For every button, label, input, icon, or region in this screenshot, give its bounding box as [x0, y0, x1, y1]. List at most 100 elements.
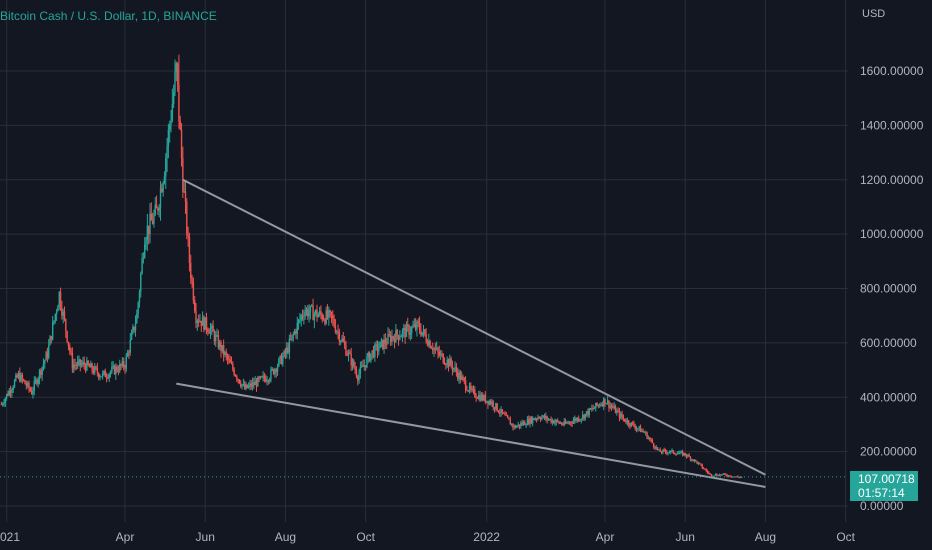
candle-body — [414, 324, 417, 330]
candle-body — [591, 408, 593, 410]
candle-body — [460, 376, 463, 380]
candle-body — [720, 474, 722, 476]
candle-body — [734, 476, 736, 478]
candle-body — [280, 355, 283, 365]
candle-body — [55, 311, 58, 315]
candle-body — [529, 417, 531, 425]
candle-body — [721, 474, 723, 476]
candle-body — [539, 418, 542, 420]
trendline-lower[interactable] — [176, 382, 766, 488]
candle-body — [362, 365, 364, 367]
candle-body — [459, 372, 462, 380]
candle-body — [159, 188, 162, 208]
candle-body — [443, 362, 446, 365]
candle-body — [652, 443, 655, 447]
candle-body — [693, 459, 696, 461]
candle-body — [395, 330, 397, 343]
candle-body — [155, 204, 158, 209]
candle-body — [141, 258, 143, 274]
candle-body — [350, 353, 352, 366]
candle-body — [583, 414, 585, 419]
candle-body — [265, 378, 267, 382]
candle-body — [518, 424, 521, 427]
candle-body — [111, 367, 113, 372]
candle-body — [108, 373, 110, 378]
candle-body — [562, 424, 564, 426]
candle-body — [499, 412, 501, 414]
candle-body — [342, 338, 345, 342]
candle-body — [262, 375, 264, 377]
candle-body — [568, 421, 571, 424]
candle-body — [130, 332, 133, 340]
candle-body — [476, 397, 479, 399]
candle-body — [701, 464, 704, 469]
candle-body — [205, 317, 208, 330]
trendline-upper[interactable] — [182, 178, 766, 476]
candle-body — [286, 347, 288, 354]
candle-body — [291, 334, 293, 340]
candle-body — [41, 367, 43, 375]
candle-body — [330, 312, 333, 316]
candle-body — [421, 332, 423, 336]
candle-body — [8, 390, 10, 396]
candle-body — [320, 310, 322, 315]
candle-body — [689, 456, 692, 460]
candle-body — [149, 213, 151, 235]
candle-body — [336, 331, 338, 333]
candle-body — [276, 366, 279, 372]
candle-body — [696, 461, 698, 464]
candle-body — [581, 414, 584, 419]
candle-body — [157, 208, 159, 211]
candle-body — [337, 331, 339, 333]
candle-body — [109, 371, 112, 374]
candle-body — [451, 364, 454, 370]
candle-body — [567, 422, 569, 424]
x-tick-label: 2022 — [473, 530, 500, 544]
candle-body — [688, 454, 690, 457]
candle-body — [314, 309, 317, 314]
candle-body — [15, 375, 17, 381]
candle-body — [88, 365, 91, 368]
candle-body — [284, 350, 287, 354]
candle-body — [38, 370, 41, 379]
x-tick-label: 2021 — [0, 530, 20, 544]
candle-body — [23, 379, 25, 381]
candle-body — [172, 92, 175, 104]
candle-body — [165, 157, 167, 177]
candle-body — [405, 324, 408, 338]
candle-body — [675, 453, 677, 455]
candle-body — [626, 420, 629, 423]
candle-body — [91, 363, 93, 371]
candle-body — [429, 340, 431, 348]
candle-body — [116, 366, 118, 371]
candle-body — [349, 352, 351, 354]
candle-body — [247, 385, 250, 388]
candle-body — [472, 388, 475, 390]
candle-body — [107, 377, 109, 379]
candle-body — [366, 357, 368, 368]
candle-body — [659, 449, 661, 452]
candle-body — [58, 291, 60, 307]
candle-body — [560, 423, 563, 425]
candle-body — [457, 372, 459, 379]
candle-body — [621, 413, 623, 418]
candle-body — [257, 377, 259, 387]
candle-body — [664, 450, 667, 452]
candle-body — [147, 225, 150, 235]
candle-body — [647, 437, 650, 439]
candle-body — [627, 420, 630, 425]
x-tick-label: Aug — [275, 530, 296, 544]
candle-body — [403, 328, 405, 331]
candle-body — [162, 182, 164, 192]
candle-body — [624, 418, 626, 422]
candle-body — [559, 423, 561, 425]
candle-body — [124, 367, 126, 369]
candle-body — [158, 207, 160, 211]
candle-body — [187, 234, 189, 237]
candle-body — [442, 353, 444, 363]
candle-body — [397, 335, 400, 340]
candle-body — [413, 324, 416, 327]
candle-body — [292, 334, 295, 336]
